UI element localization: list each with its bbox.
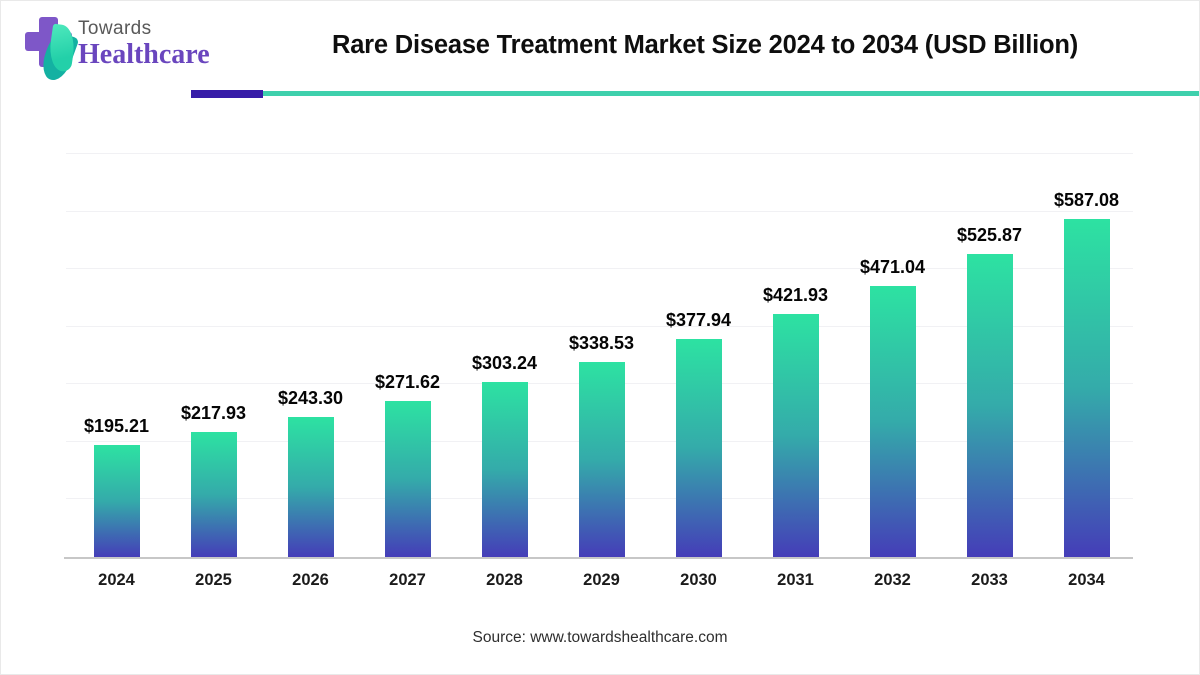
x-axis-label-2030: 2030	[680, 571, 717, 589]
x-axis-label-2024: 2024	[98, 571, 135, 589]
bar-2026	[287, 416, 334, 557]
x-axis-label-2027: 2027	[389, 571, 426, 589]
gridline	[66, 153, 1133, 154]
bar-2030	[675, 339, 722, 557]
value-label-2026: $243.30	[277, 387, 344, 408]
brand-name-healthcare: Healthcare	[78, 38, 210, 70]
bar-2034	[1063, 219, 1110, 557]
value-label-2031: $421.93	[762, 285, 829, 306]
value-label-2025: $217.93	[180, 402, 247, 423]
x-axis-label-2032: 2032	[874, 571, 911, 589]
bar-2031	[772, 314, 819, 557]
x-axis-label-2034: 2034	[1068, 571, 1105, 589]
gridline	[66, 268, 1133, 270]
x-axis-label-2026: 2026	[292, 571, 329, 589]
x-axis-label-2028: 2028	[486, 571, 523, 589]
x-axis-label-2025: 2025	[195, 571, 232, 589]
x-axis-label-2031: 2031	[777, 571, 814, 589]
value-label-2032: $471.04	[859, 256, 926, 277]
value-label-2027: $271.62	[374, 371, 441, 392]
value-label-2028: $303.24	[471, 353, 538, 374]
bar-2033	[966, 254, 1013, 557]
gridline	[66, 210, 1133, 212]
bar-2029	[578, 362, 625, 557]
bar-2025	[190, 431, 237, 557]
value-label-2033: $525.87	[956, 225, 1023, 246]
brand-name-towards: Towards	[78, 18, 152, 39]
bar-2028	[481, 382, 528, 557]
x-axis-label-2029: 2029	[583, 571, 620, 589]
source-text: Source: www.towardshealthcare.com	[472, 629, 728, 646]
value-label-2030: $377.94	[665, 310, 732, 331]
value-label-2029: $338.53	[568, 333, 635, 354]
gridline	[66, 325, 1133, 327]
page-title: Rare Disease Treatment Market Size 2024 …	[331, 31, 1079, 59]
title-underline-teal	[263, 91, 1199, 96]
title-underline-purple	[191, 90, 263, 98]
bar-chart-plot: $195.21 2024 $217.93 2025 $243.30 2026 $271.62…	[64, 153, 1133, 589]
value-label-2034: $587.08	[1053, 190, 1120, 211]
x-axis-label-2033: 2033	[971, 571, 1008, 589]
towards-healthcare-logo	[25, 17, 97, 87]
bar-2027	[384, 400, 431, 557]
bar-2032	[869, 285, 916, 557]
value-label-2024: $195.21	[83, 415, 150, 436]
brand-wordmark: Towards Healthcare	[78, 18, 210, 70]
bar-2024	[93, 444, 140, 557]
